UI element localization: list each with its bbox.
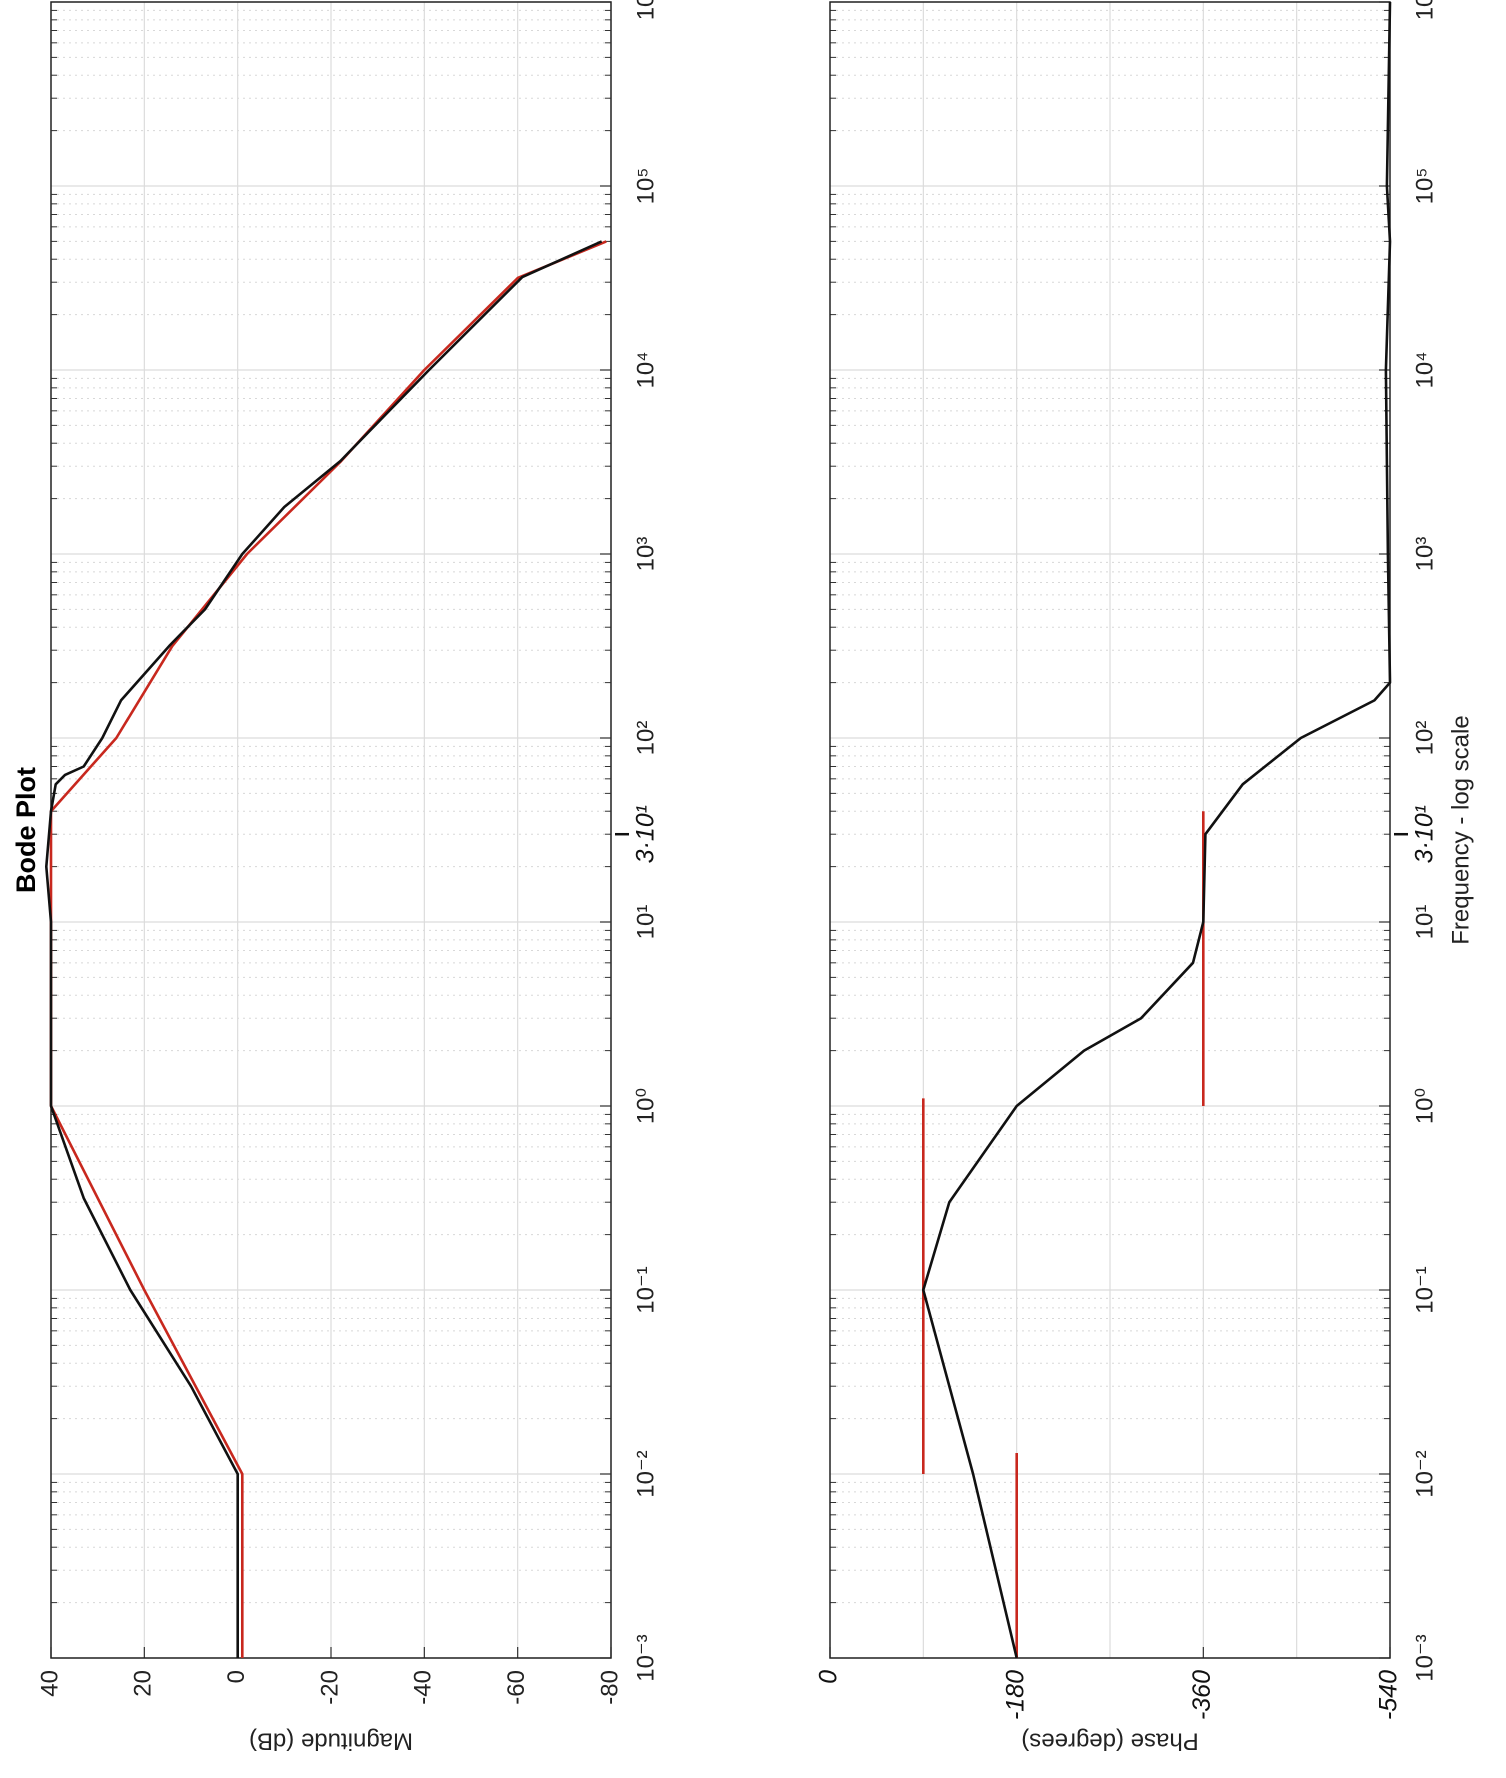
x-tick-label: 10² (1411, 721, 1438, 756)
x-tick-label: 10⁻² (632, 1450, 659, 1497)
x-tick-label: 10⁴ (1411, 351, 1438, 388)
annotation: 3·10¹ (632, 805, 660, 863)
y-tick-label: 0 (223, 1670, 250, 1683)
x-tick-label: 10⁻³ (1411, 1634, 1438, 1681)
x-tick-label: 10⁻¹ (632, 1266, 659, 1313)
y-tick-label: 40 (36, 1670, 63, 1697)
x-tick-label: 10³ (1411, 537, 1438, 572)
y-tick-label: -20 (316, 1670, 343, 1705)
x-tick-label: 10⁻¹ (1411, 1266, 1438, 1313)
x-tick-label: 10⁻² (1411, 1450, 1438, 1497)
plot-frame (829, 1, 1391, 1659)
line-series (45, 240, 603, 1658)
y-tick-label: -40 (410, 1670, 437, 1705)
y-tick-label-handwritten: 0 (815, 1670, 843, 1684)
chart-title: Bode Plot (11, 767, 41, 893)
y-axis-label: Magnitude (dB) (249, 1728, 413, 1755)
x-tick-label: 10⁴ (632, 351, 659, 388)
y-tick-label-handwritten: -540 (1375, 1670, 1403, 1720)
annotation: 3·10¹ (1411, 805, 1439, 863)
x-tick-label: 10⁵ (1411, 168, 1438, 205)
y-tick-label-handwritten: -360 (1188, 1670, 1216, 1720)
x-tick-label: 10¹ (1411, 905, 1438, 940)
y-tick-label: -80 (596, 1670, 623, 1705)
rotated-frame: 10⁻³ 10⁻² 10⁻¹ 10⁰ 10¹ 10² 10³ 10⁴ 10⁵ 10⁶ -80 -60 -… (11, 0, 1474, 1755)
x-tick-label: 10¹ (632, 905, 659, 940)
x-tick-label: 10⁶ (632, 0, 659, 20)
x-axis-label: Frequency - log scale (1447, 715, 1474, 944)
x-tick-label: 10⁰ (632, 1088, 659, 1124)
x-tick-label: 10⁶ (1411, 0, 1438, 20)
x-tick-label: 10² (632, 721, 659, 756)
line-series (922, 1, 1392, 1659)
y-tick-label: -60 (503, 1670, 530, 1705)
y-tick-label: 20 (130, 1670, 157, 1697)
x-tick-label: 10⁻³ (632, 1634, 659, 1681)
x-tick-label: 10³ (632, 537, 659, 572)
line-series (49, 240, 607, 1658)
y-axis-label: Phase (degrees) (1021, 1728, 1198, 1755)
y-tick-label-handwritten: -180 (1001, 1670, 1029, 1720)
x-tick-label: 10⁰ (1411, 1088, 1438, 1124)
x-tick-label: 10⁵ (632, 168, 659, 205)
